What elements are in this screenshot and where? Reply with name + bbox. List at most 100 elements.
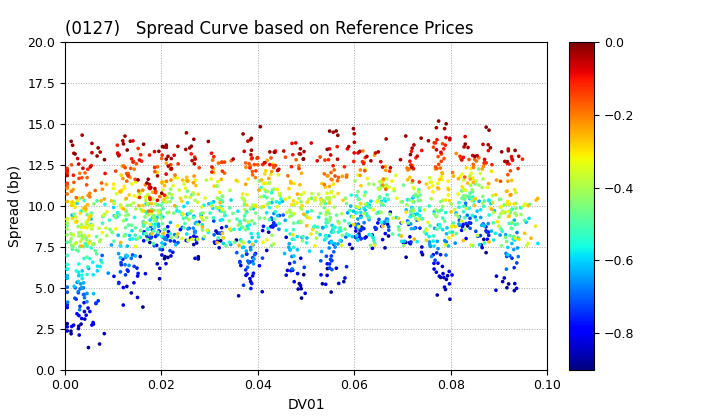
Point (374, 193, 385, 200)
Point (500, 234, 511, 241)
Point (224, 226, 235, 232)
Point (81, 298, 93, 305)
Point (265, 223, 276, 230)
Point (129, 192, 140, 199)
Point (460, 200, 472, 207)
Point (498, 275, 510, 281)
Point (413, 186, 425, 193)
Point (508, 287, 520, 294)
Point (410, 225, 421, 231)
Point (177, 211, 189, 218)
Point (495, 203, 507, 210)
Point (282, 173, 294, 179)
Point (76, 194, 88, 201)
Point (75, 229, 86, 236)
Point (108, 204, 120, 211)
Point (126, 222, 138, 228)
Point (236, 224, 248, 231)
Point (413, 216, 424, 223)
Point (248, 256, 260, 262)
Point (502, 178, 513, 184)
Point (377, 178, 389, 184)
Point (357, 147, 369, 154)
Point (197, 224, 208, 231)
Point (79, 170, 91, 176)
Point (169, 231, 181, 238)
Point (91, 263, 103, 270)
Point (416, 244, 428, 250)
Point (483, 197, 495, 203)
Point (487, 192, 498, 199)
Point (158, 255, 170, 262)
Point (318, 171, 330, 177)
Point (294, 280, 305, 287)
Point (353, 223, 364, 230)
Point (248, 270, 259, 277)
Point (61, 191, 73, 197)
Point (188, 214, 199, 221)
Point (211, 239, 222, 246)
Point (266, 200, 277, 206)
Point (122, 202, 133, 209)
Point (469, 156, 480, 163)
Point (478, 163, 490, 170)
Point (294, 151, 306, 158)
Point (150, 188, 161, 194)
Point (471, 158, 482, 165)
Point (512, 220, 523, 227)
Point (271, 203, 283, 210)
Point (328, 204, 340, 210)
Point (368, 181, 379, 188)
Point (130, 179, 142, 186)
Point (461, 193, 472, 199)
Point (216, 207, 228, 214)
Point (440, 209, 451, 216)
Point (323, 194, 335, 201)
Point (78, 197, 90, 204)
Point (66, 243, 78, 250)
Point (349, 178, 361, 184)
Point (325, 253, 337, 260)
Point (125, 165, 137, 172)
Point (132, 294, 143, 301)
Point (144, 239, 156, 246)
Point (73, 332, 85, 339)
Point (431, 213, 442, 220)
Point (112, 150, 123, 157)
Point (379, 244, 391, 251)
Point (155, 211, 166, 218)
Point (441, 231, 452, 237)
Point (312, 224, 323, 231)
Point (319, 236, 330, 243)
Point (438, 155, 450, 162)
Point (97, 213, 109, 220)
Point (362, 203, 374, 210)
Point (413, 178, 425, 185)
Point (342, 210, 354, 216)
Point (247, 241, 258, 248)
Point (233, 242, 245, 249)
Point (104, 217, 115, 223)
Point (102, 270, 114, 276)
Point (187, 191, 199, 197)
Point (247, 273, 258, 279)
Point (160, 178, 171, 185)
Point (125, 138, 136, 144)
Point (83, 240, 94, 247)
Point (166, 192, 178, 198)
Point (397, 219, 408, 226)
Point (202, 227, 213, 234)
Point (297, 234, 309, 240)
Point (138, 237, 150, 244)
Point (406, 145, 418, 152)
Point (71, 219, 82, 226)
Point (333, 190, 344, 197)
Point (301, 222, 312, 229)
Point (431, 226, 443, 233)
Point (380, 186, 392, 193)
Point (495, 242, 507, 249)
Point (435, 165, 446, 171)
Point (172, 231, 184, 237)
Point (453, 200, 464, 206)
Point (321, 260, 333, 267)
